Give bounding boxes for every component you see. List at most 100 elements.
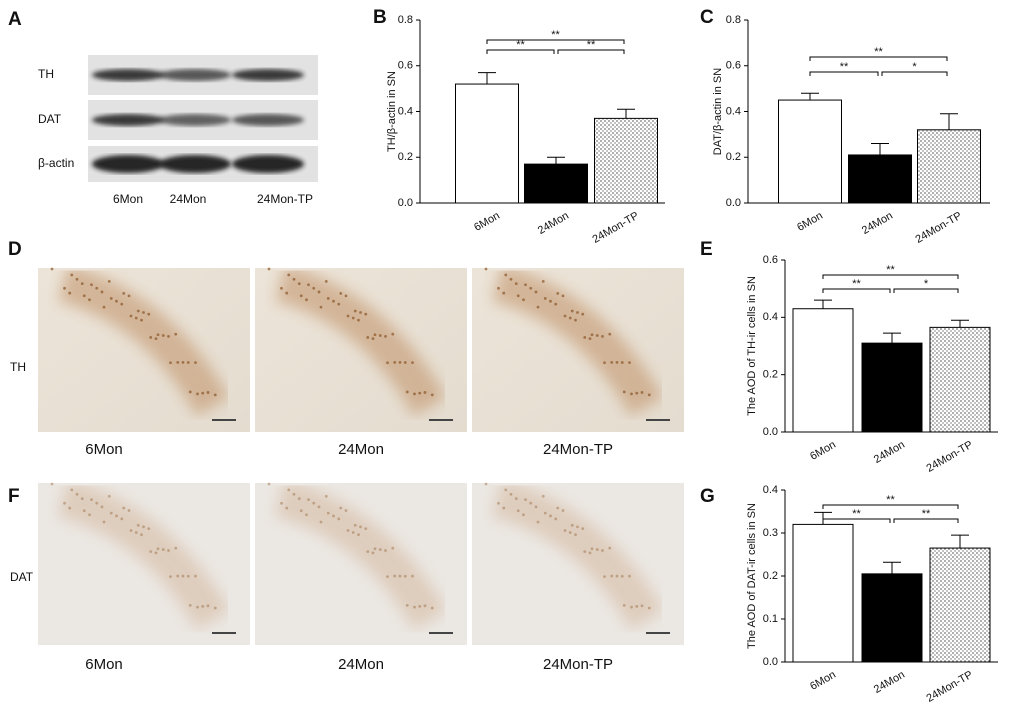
blot-band <box>92 69 164 81</box>
y-tick-label: 0.4 <box>763 311 778 323</box>
cell <box>149 336 153 339</box>
caption: 24Mon <box>338 441 384 458</box>
cell <box>366 336 370 339</box>
x-tick-label: 24Mon-TP <box>913 210 963 246</box>
cell <box>484 267 488 271</box>
bar <box>455 83 519 204</box>
stained-region <box>57 479 230 630</box>
stained-region <box>491 479 664 630</box>
cell <box>534 290 538 294</box>
cell <box>167 334 170 338</box>
cell <box>285 506 289 510</box>
cell <box>68 291 72 295</box>
significance-label: ** <box>840 61 849 73</box>
cell <box>640 604 644 608</box>
cell <box>201 604 205 608</box>
cell <box>109 511 113 515</box>
cell <box>109 297 113 300</box>
cell <box>346 314 350 318</box>
cell <box>174 332 178 336</box>
cell <box>588 551 592 555</box>
cell <box>386 575 389 579</box>
cell <box>411 574 414 578</box>
cell <box>556 506 560 510</box>
cell <box>635 391 639 395</box>
x-tick-label: 6Mon <box>795 210 825 234</box>
cell <box>359 311 362 314</box>
cell <box>142 311 145 314</box>
cell <box>647 606 651 610</box>
cell <box>497 286 500 290</box>
bar <box>929 326 991 433</box>
cell <box>332 514 335 518</box>
micrograph <box>255 479 467 645</box>
micrograph <box>38 479 250 645</box>
cell <box>194 361 197 364</box>
cell <box>554 302 558 306</box>
cell <box>115 514 118 518</box>
cell <box>287 273 291 277</box>
bar <box>929 547 991 663</box>
bar <box>861 342 923 433</box>
cell <box>568 316 572 320</box>
cell <box>504 273 508 277</box>
cell <box>516 294 520 298</box>
cell <box>70 273 74 277</box>
micrograph <box>38 264 250 432</box>
cell <box>373 333 377 337</box>
cell <box>267 267 271 271</box>
cell <box>50 482 54 486</box>
cell <box>595 548 599 551</box>
cell <box>181 574 185 578</box>
cell <box>364 527 368 531</box>
cell <box>88 513 91 517</box>
x-tick-label: 24Mon-TP <box>924 669 974 705</box>
cell <box>430 606 434 610</box>
cell <box>622 390 626 394</box>
bar <box>917 129 981 204</box>
cell <box>68 506 72 510</box>
panel-letter: F <box>8 486 20 507</box>
cell <box>174 546 178 550</box>
cell <box>305 513 308 517</box>
significance-bracket <box>557 49 625 54</box>
cell <box>70 488 74 492</box>
cell <box>186 574 190 578</box>
significance-label: * <box>912 61 917 73</box>
cell <box>319 520 323 524</box>
cell <box>312 286 316 290</box>
cell <box>90 283 93 287</box>
y-axis-label: The AOD of TH-ir cells in SN <box>746 276 758 416</box>
cell <box>610 360 614 364</box>
cell <box>351 316 355 320</box>
y-tick-label: 0.2 <box>763 369 778 381</box>
significance-label: ** <box>852 508 861 520</box>
bar <box>524 163 588 204</box>
cell <box>620 574 624 578</box>
cell <box>628 361 631 364</box>
cell <box>640 391 644 394</box>
blot-row-label: DAT <box>38 112 62 126</box>
cell <box>161 334 165 337</box>
cell <box>339 291 343 295</box>
blot-band <box>159 114 231 126</box>
cell <box>630 392 633 396</box>
cell <box>88 298 91 302</box>
cell <box>595 334 599 337</box>
cell <box>529 501 533 505</box>
cell <box>82 509 86 513</box>
cell <box>522 513 525 517</box>
cell <box>297 497 301 501</box>
cell <box>398 574 402 578</box>
cell <box>107 279 111 283</box>
cell <box>344 509 348 512</box>
cell <box>403 574 407 578</box>
cell <box>280 501 283 505</box>
cell <box>299 509 303 513</box>
cell <box>541 279 545 283</box>
x-tick-label: 24Mon <box>536 210 571 237</box>
cell <box>120 517 124 521</box>
cell <box>630 605 633 609</box>
cell <box>188 604 192 607</box>
cell <box>384 334 387 338</box>
